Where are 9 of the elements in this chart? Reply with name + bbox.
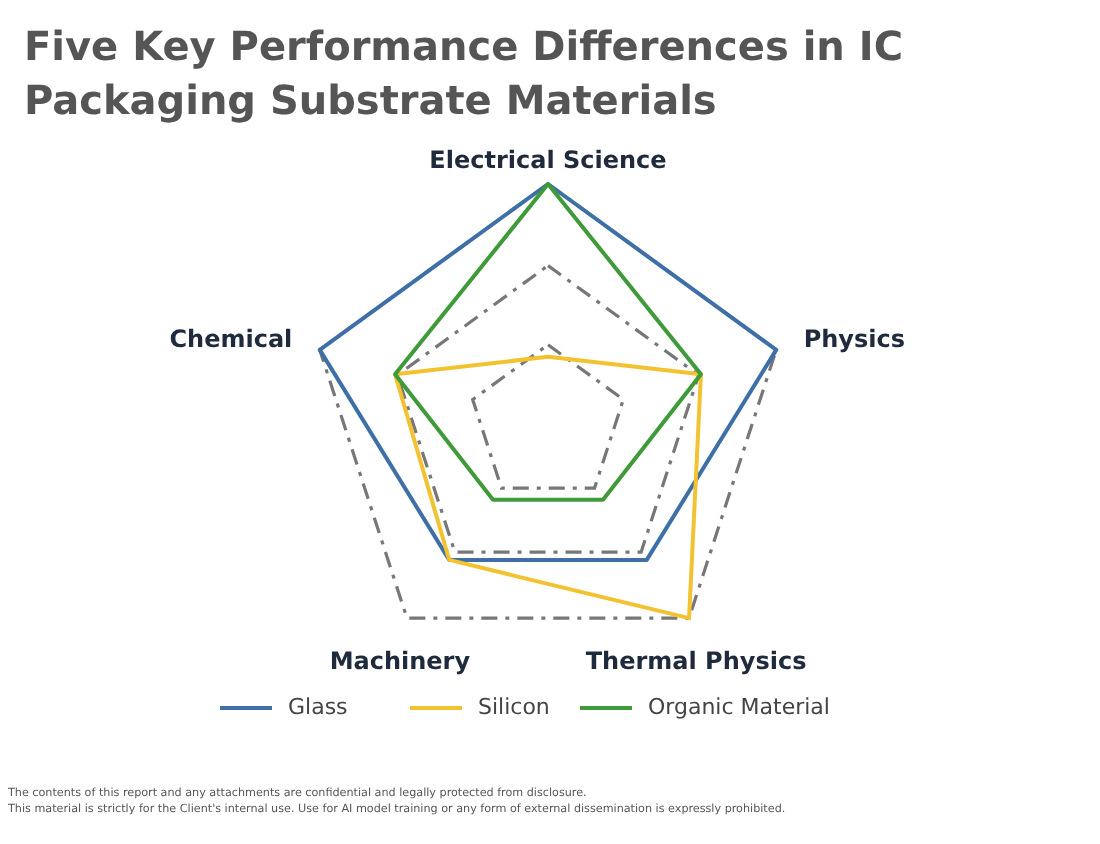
legend-label: Glass <box>288 694 349 721</box>
spoke-label: Physics <box>803 325 905 354</box>
spoke-label: Chemical <box>169 325 293 354</box>
spoke-label: Machinery <box>329 646 471 675</box>
legend-label: Organic Material <box>648 694 830 721</box>
legend-label: Silicon <box>478 694 550 721</box>
spoke-label: Electrical Science <box>429 146 667 174</box>
chart-title: Five Key Performance Differences in IC Packaging Substrate Materials <box>24 22 903 124</box>
spoke-label: Thermal Physics <box>585 646 807 675</box>
